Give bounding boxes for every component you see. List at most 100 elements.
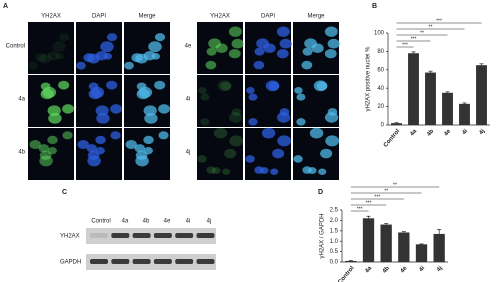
nucleus (39, 53, 52, 64)
nucleus (87, 150, 100, 161)
channel-label: Merge (138, 14, 156, 20)
nucleus (302, 47, 313, 56)
nucleus (90, 86, 105, 98)
y-tick-label: 100 (374, 31, 385, 37)
nucleus (135, 150, 148, 161)
panel-label: C (62, 189, 67, 196)
y-axis-label: γH2AX / GAPDH (320, 213, 326, 258)
nucleus (304, 38, 317, 49)
nucleus (265, 80, 280, 92)
nucleus (158, 104, 171, 114)
nucleus (228, 112, 243, 123)
bar (415, 244, 428, 262)
y-axis-label: γH2AX positive nuclei % (366, 46, 372, 112)
nucleus (77, 139, 89, 150)
image-tile (197, 128, 243, 180)
nucleus (320, 148, 333, 159)
nucleus (58, 80, 70, 90)
nucleus (200, 93, 210, 101)
x-tick-label: 4a (364, 265, 373, 274)
lane-label: 4j (207, 219, 212, 225)
panel-label: A (3, 3, 8, 10)
band (132, 233, 151, 238)
nucleus (154, 33, 166, 42)
band (196, 259, 215, 264)
nucleus (327, 108, 338, 116)
nucleus (206, 166, 216, 174)
nucleus (296, 93, 306, 101)
nucleus (217, 80, 232, 92)
band (111, 259, 130, 264)
nucleus (103, 52, 113, 60)
nucleus (124, 61, 134, 70)
lane-label: Control (91, 219, 110, 225)
nucleus (55, 52, 65, 60)
nucleus (327, 38, 340, 49)
y-tick-label: 0 (381, 123, 385, 129)
nucleus (197, 155, 207, 163)
row-label: 4i (186, 97, 191, 103)
row-label: Control (6, 44, 25, 50)
nucleus (106, 33, 118, 42)
band (175, 259, 194, 264)
nucleus (307, 167, 317, 175)
bar (345, 260, 357, 262)
lane-label: 4i (186, 219, 191, 225)
nucleus (222, 168, 231, 175)
bar (391, 123, 402, 125)
nucleus (224, 148, 237, 159)
nucleus (125, 139, 137, 150)
blot-strip (86, 228, 216, 244)
band (153, 259, 172, 264)
nucleus (198, 87, 207, 94)
nucleus (259, 167, 269, 175)
nucleus (294, 87, 303, 94)
y-tick-label: 2.0 (330, 218, 339, 224)
x-tick-label: 4j (478, 128, 486, 136)
y-tick-label: 20 (377, 104, 384, 110)
channel-label: DAPI (261, 14, 275, 20)
row-label: 4a (18, 97, 25, 103)
nucleus (256, 38, 269, 49)
nucleus (158, 131, 169, 140)
nucleus (95, 105, 109, 116)
nucleus (208, 38, 221, 49)
bar (380, 224, 392, 262)
y-tick-label: 0.0 (330, 260, 339, 266)
significance-label: *** (357, 206, 363, 212)
nucleus (211, 167, 221, 175)
y-tick-label: 2.5 (330, 208, 339, 214)
nucleus (213, 127, 228, 139)
band (175, 233, 194, 238)
nucleus (253, 60, 265, 70)
image-tile (197, 75, 243, 127)
blot-label: YH2AX (60, 234, 80, 240)
band (111, 233, 130, 238)
nucleus (134, 144, 146, 153)
nucleus (279, 38, 292, 49)
significance-label: ** (393, 182, 397, 188)
x-tick-label: 4b (426, 128, 435, 137)
lane-label: 4b (143, 219, 150, 225)
nucleus (246, 87, 255, 94)
blot-strip (86, 254, 216, 270)
significance-label: *** (366, 200, 372, 206)
nucleus (29, 139, 41, 150)
y-tick-label: 1.0 (330, 239, 339, 245)
nucleus (100, 41, 114, 53)
nucleus (229, 135, 244, 147)
band (90, 233, 108, 238)
x-tick-label: 4i (461, 128, 469, 136)
band (196, 233, 215, 238)
y-tick-label: 40 (377, 86, 384, 92)
nucleus (39, 150, 52, 161)
nucleus (106, 80, 118, 90)
significance-label: *** (436, 18, 442, 24)
x-tick-label: 4e (443, 128, 452, 137)
nucleus (276, 26, 290, 37)
lane-label: 4a (122, 219, 129, 225)
nucleus (277, 135, 292, 147)
nucleus (48, 112, 62, 124)
nucleus (206, 47, 217, 56)
